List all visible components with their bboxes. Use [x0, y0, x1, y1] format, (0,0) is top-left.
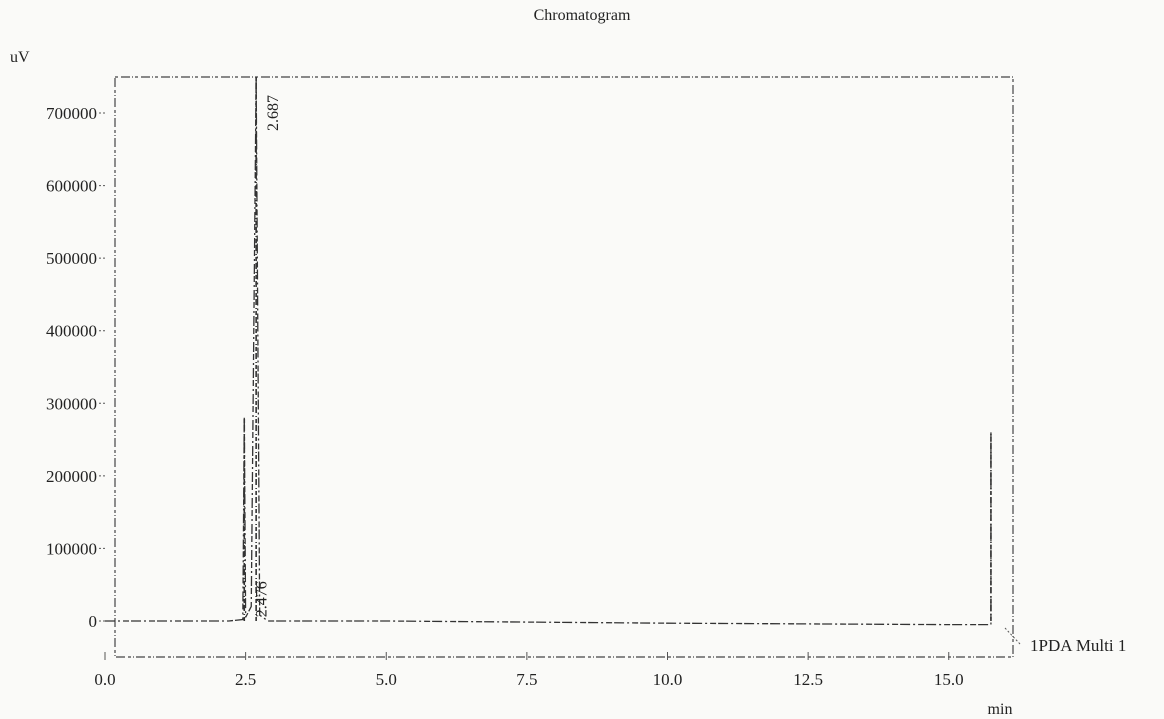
x-tick-label: 10.0 [653, 670, 683, 689]
y-axis-ticks: 0 100000 200000 300000 400000 500000 600000 700… [46, 104, 105, 631]
x-tick-label: 7.5 [516, 670, 537, 689]
chart-title: Chromatogram [534, 7, 631, 24]
y-tick-label: 600000 [46, 177, 97, 196]
x-axis-ticks: 0.0 2.5 5.0 7.5 10.0 12.5 15.0 [94, 652, 964, 689]
y-tick-label: 300000 [46, 394, 97, 413]
series-line [105, 76, 992, 626]
y-tick-label: 700000 [46, 104, 97, 123]
y-tick-label: 100000 [46, 539, 97, 558]
y-axis-label: uV [10, 49, 30, 66]
y-tick-label: 400000 [46, 322, 97, 341]
y-tick-label: 0 [89, 612, 98, 631]
x-tick-label: 15.0 [934, 670, 964, 689]
legend-entry: 1PDA Multi 1 [1030, 636, 1126, 655]
peak-label: 2.687 [265, 95, 282, 131]
x-tick-label: 0.0 [94, 670, 115, 689]
peak-label: 2.476 [253, 581, 270, 617]
y-tick-label: 200000 [46, 467, 97, 486]
y-tick-label: 500000 [46, 249, 97, 268]
series-layer [105, 76, 992, 626]
peak-labels: 2.687 2.476 [253, 95, 282, 617]
x-tick-label: 12.5 [793, 670, 823, 689]
plot-frame [114, 76, 1014, 658]
x-tick-label: 5.0 [376, 670, 397, 689]
x-axis-label: min [988, 701, 1013, 718]
x-tick-label: 2.5 [235, 670, 256, 689]
